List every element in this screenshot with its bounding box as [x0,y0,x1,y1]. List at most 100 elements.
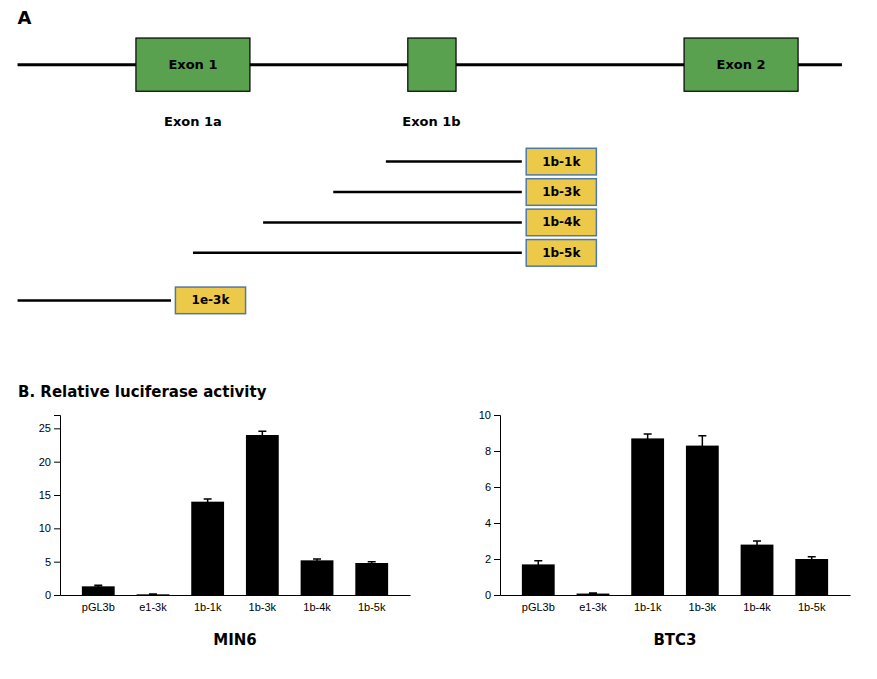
x-axis: pGL3b e1-3k 1b-1k 1b-3k 1b-4k 1b-5k [501,595,851,613]
tick: 0 [45,589,60,601]
panel-label: B. Relative luciferase activity [18,383,267,401]
plot-area [522,434,828,595]
construct-line [386,160,522,163]
tick: 0 [485,589,500,601]
tick-mark [54,462,60,463]
construct-box [526,209,596,236]
tick: 4 [485,517,500,529]
bar [191,502,224,595]
error-bar [258,431,266,438]
tick: pGL3b [82,595,115,613]
tick-mark [54,595,60,596]
bar-chart: 0510152025pGL3be1-3k1b-1k1b-3k1b-4k1b-5k… [39,416,411,650]
construct-line [333,191,522,194]
tick-mark [54,495,60,496]
tick-mark [54,562,60,563]
tick-label: pGL3b [522,601,555,613]
diagram: A Exon 1 Exon 2 Exon 1a Exon 1b 1b-1k 1b-3k 1b-… [18,7,842,401]
construct-box [526,148,596,175]
construct-line [18,299,171,302]
tick: pGL3b [522,595,555,613]
exon-box [136,38,250,91]
bar [246,435,279,595]
tick-label: 0 [485,589,491,601]
tick-label: 8 [485,445,491,457]
tick: e1-3k [139,595,167,613]
tick-label: 1b-4k [743,601,771,613]
tick: 15 [39,489,60,501]
tick-label: 1b-1k [194,601,222,613]
y-axis: 0510152025 [39,416,61,602]
tick-mark [494,415,500,416]
axis-line [54,416,61,596]
error-bar [313,559,321,562]
bar [686,446,719,595]
tick: e1-3k [579,595,607,613]
tick-mark [494,451,500,452]
figure: A Exon 1 Exon 2 Exon 1a Exon 1b 1b-1k 1b-3k 1b-… [0,0,877,679]
construct-line [193,252,522,255]
tick-label: 1b-4k [303,601,331,613]
exon-label: Exon 1 [168,57,217,72]
tick: 1b-4k [303,595,331,613]
exon-sublabel: Exon 1a [164,114,222,129]
tick: 10 [479,409,500,421]
construct-label: 1b-4k [542,215,581,229]
tick-label: 1b-3k [689,601,717,613]
tick-label: 2 [485,553,491,565]
error-bar [204,499,212,504]
tick-mark [494,487,500,488]
y-axis: 0 2 4 6 8 10 [479,409,501,601]
error-bar [149,593,157,595]
bar [741,545,774,595]
construct-label: 1e-3k [192,293,231,307]
tick: 1b-5k [798,595,826,613]
tick: 8 [485,445,500,457]
tick: 1b-3k [249,595,277,613]
exon-label: Exon 2 [717,57,766,72]
tick-label: 15 [39,489,51,501]
error-bar [808,557,816,561]
bar [82,586,115,595]
plot-area [82,431,388,595]
exon-sublabel: Exon 1b [402,114,460,129]
exon-box [684,38,798,91]
construct-label: 1b-3k [542,185,581,199]
x-axis: pGL3b e1-3k 1b-1k 1b-3k 1b-4k 1b-5k [61,595,411,613]
tick: 1b-4k [743,595,771,613]
tick-label: e1-3k [579,601,607,613]
tick-mark [494,595,500,596]
construct-label: 1b-5k [542,246,581,260]
error-bar [94,585,102,587]
bar [577,594,610,595]
error-bar [368,562,376,565]
tick-label: 25 [39,422,51,434]
tick: 2 [485,553,500,565]
tick-label: 20 [39,456,51,468]
tick: 1b-3k [689,595,717,613]
error-bar [644,434,652,443]
error-bar [534,561,542,568]
bar [301,560,334,595]
tick-label: 10 [39,522,51,534]
tick-label: 10 [479,409,491,421]
bar [522,564,555,595]
tick: 1b-5k [358,595,386,613]
tick-label: pGL3b [82,601,115,613]
error-bar [589,593,597,594]
tick: 25 [39,422,60,434]
error-bar [698,436,706,456]
tick-mark [494,523,500,524]
chart-title: MIN6 [213,631,257,649]
tick-mark [54,528,60,529]
panel-label: A [18,7,32,28]
construct-line [263,221,522,224]
tick-mark [494,559,500,560]
bar [137,594,170,595]
tick-label: 6 [485,481,491,493]
tick: 1b-1k [634,595,662,613]
construct-label: 1b-1k [542,155,581,169]
axis-line [494,416,501,596]
exon-box [408,38,456,91]
construct-box [526,179,596,206]
